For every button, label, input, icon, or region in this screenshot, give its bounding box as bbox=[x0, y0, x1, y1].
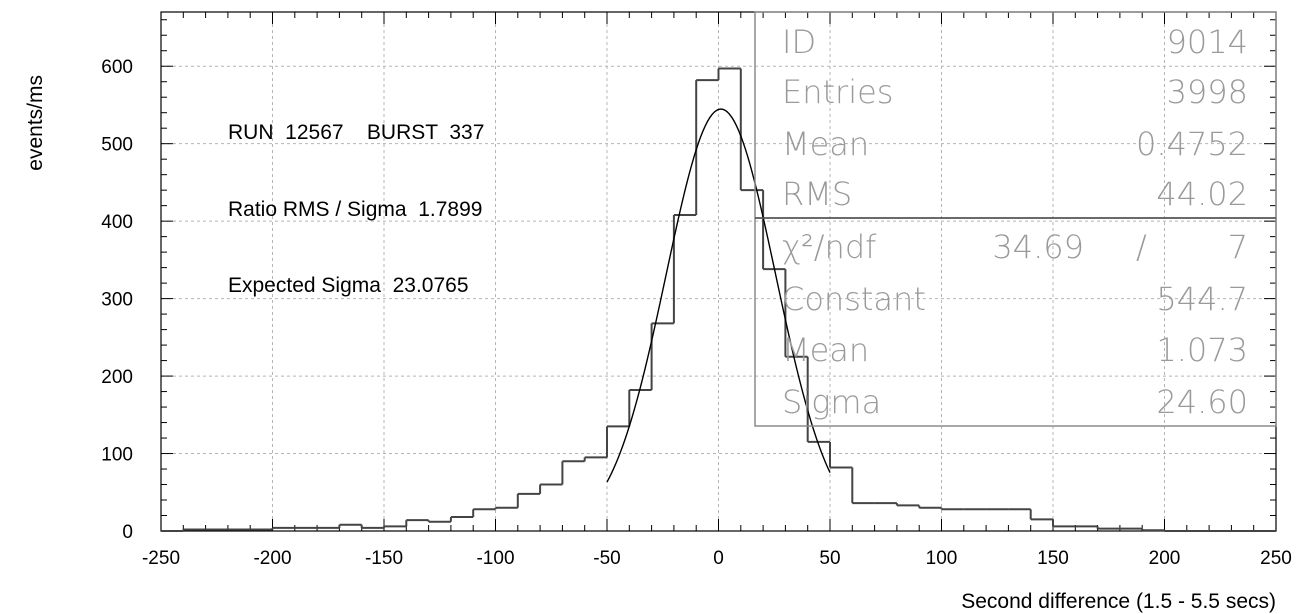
stat-label-fit-mean: Mean bbox=[782, 331, 869, 369]
x-tick-label: 0 bbox=[713, 548, 724, 569]
y-tick-label: 400 bbox=[101, 212, 133, 233]
stat-label-chi2-ndf: χ²/ndf bbox=[782, 228, 877, 266]
stat-value-sigma: 24.60 bbox=[1156, 383, 1248, 421]
y-tick-label: 100 bbox=[101, 445, 133, 466]
x-tick-label: 200 bbox=[1149, 548, 1181, 569]
stat-value-fit-mean: 1.073 bbox=[1156, 331, 1248, 369]
stat-label-id: ID bbox=[782, 23, 816, 61]
stat-chi2-separator: / bbox=[1136, 228, 1147, 266]
x-axis-tick-labels: -250 -200 -150 -100 -50 0 50 100 150 200 250 bbox=[142, 548, 1292, 569]
annotation-run-burst: RUN 12567 BURST 337 bbox=[228, 121, 484, 144]
stat-value-chi2: 34.69 bbox=[992, 228, 1084, 266]
x-tick-label: -150 bbox=[365, 548, 403, 569]
x-tick-label: -200 bbox=[253, 548, 291, 569]
stat-value-id: 9014 bbox=[1167, 23, 1248, 61]
stat-label-mean: Mean bbox=[782, 125, 869, 163]
stat-label-sigma: Sigma bbox=[782, 383, 881, 421]
stat-value-constant: 544.7 bbox=[1156, 280, 1248, 318]
stats-box-frame bbox=[754, 11, 1277, 427]
stat-value-entries: 3998 bbox=[1167, 73, 1248, 111]
stat-label-constant: Constant bbox=[782, 280, 926, 318]
y-tick-label: 600 bbox=[101, 57, 133, 78]
stat-value-ndf: 7 bbox=[1228, 228, 1248, 266]
stat-value-rms: 44.02 bbox=[1156, 175, 1248, 213]
grid-layer bbox=[160, 12, 1277, 532]
y-tick-label: 0 bbox=[122, 522, 133, 543]
y-tick-label: 200 bbox=[101, 367, 133, 388]
x-tick-label: 100 bbox=[926, 548, 958, 569]
x-tick-label: 150 bbox=[1037, 548, 1069, 569]
stat-label-entries: Entries bbox=[782, 73, 893, 111]
y-tick-label: 500 bbox=[101, 135, 133, 156]
gaussian-fit-curve bbox=[606, 108, 831, 483]
y-tick-label: 300 bbox=[101, 290, 133, 311]
stat-label-rms: RMS bbox=[782, 175, 852, 213]
x-tick-label: 50 bbox=[819, 548, 840, 569]
x-tick-label: -250 bbox=[142, 548, 180, 569]
x-tick-label: -100 bbox=[476, 548, 514, 569]
x-tick-label: -50 bbox=[593, 548, 620, 569]
x-tick-label: 250 bbox=[1260, 548, 1292, 569]
annotation-expected-sigma: Expected Sigma 23.0765 bbox=[228, 274, 469, 297]
y-axis-tick-labels: 0 100 200 300 400 500 600 bbox=[101, 57, 133, 543]
y-axis-title: events/ms bbox=[24, 75, 47, 171]
histogram-layer bbox=[161, 67, 1276, 532]
stats-box: ID 9014 Entries 3998 Mean 0.4752 RMS 44.… bbox=[754, 11, 1277, 427]
stat-value-mean: 0.4752 bbox=[1136, 125, 1248, 163]
x-axis-title: Second difference (1.5 - 5.5 secs) bbox=[961, 590, 1276, 613]
annotation-ratio: Ratio RMS / Sigma 1.7899 bbox=[228, 198, 482, 221]
